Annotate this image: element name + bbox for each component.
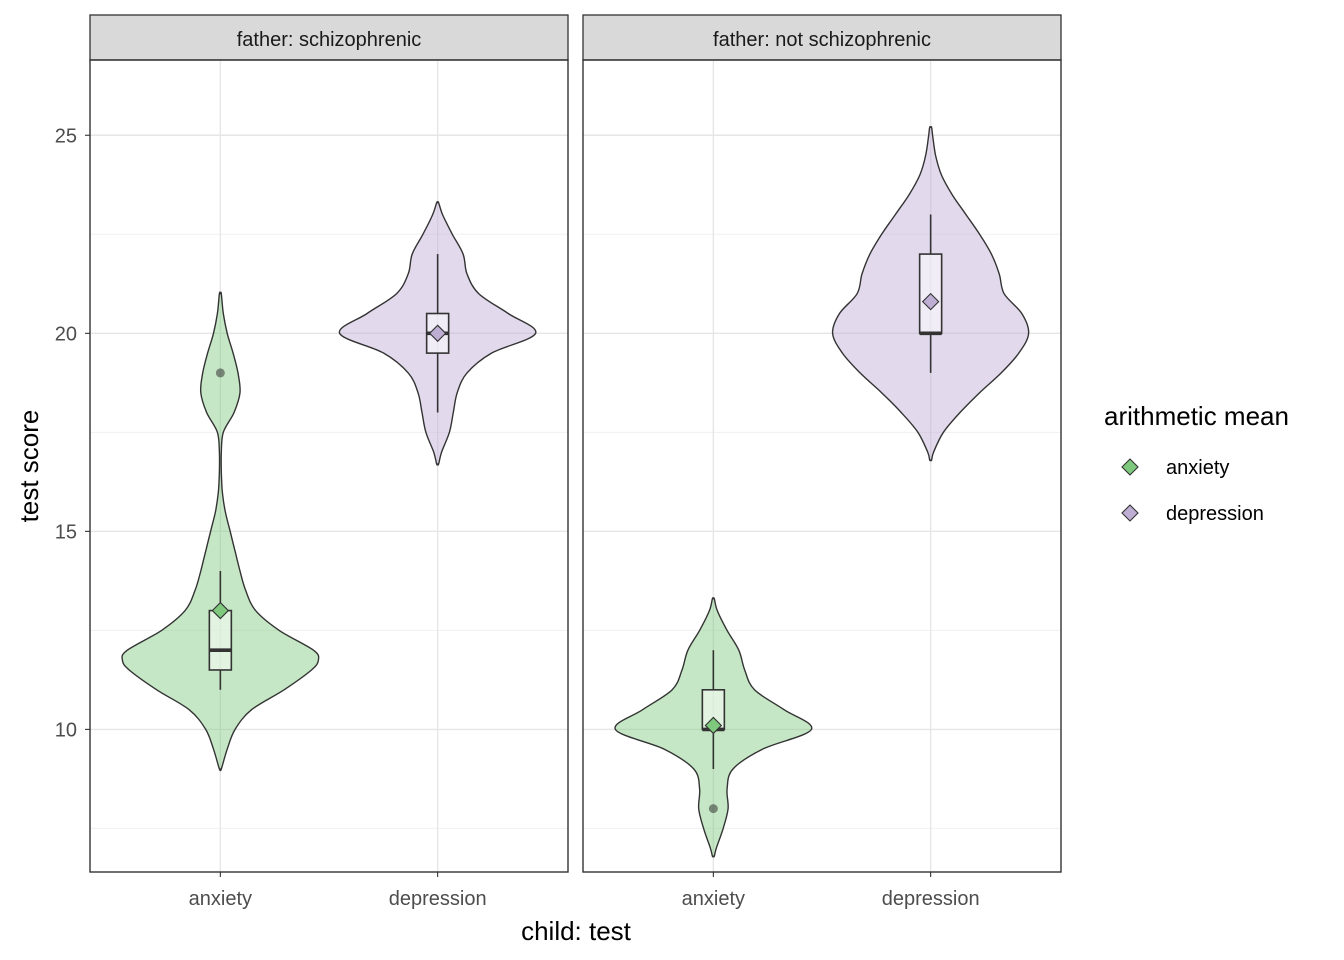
group-depression (831, 126, 1030, 462)
panel-background (90, 60, 568, 872)
x-tick-label: anxiety (189, 888, 252, 910)
violin (121, 291, 320, 772)
panel-border (89, 59, 569, 873)
group-depression (338, 201, 537, 466)
mean-marker (704, 716, 723, 735)
y-axis-title: test score (14, 410, 44, 523)
x-tick-label: anxiety (682, 888, 745, 910)
outlier-point (708, 804, 718, 814)
legend: arithmetic mean anxiety depression (1104, 401, 1289, 525)
y-tick-label: 15 (55, 521, 77, 543)
x-tick-label: depression (389, 888, 487, 910)
legend-key-anxiety (1121, 458, 1139, 476)
x-axis-title: child: test (521, 916, 632, 946)
panel-border (582, 59, 1062, 873)
outlier-point (215, 368, 225, 378)
facet-strip-label: father: schizophrenic (237, 29, 422, 51)
facet-panel: father: schizophrenic anxiety depression (89, 14, 569, 910)
facet-strip (89, 14, 569, 61)
y-tick-label: 20 (55, 323, 77, 345)
y-axis: 10 15 20 25 (55, 125, 90, 741)
facet-strip-label: father: not schizophrenic (713, 29, 931, 51)
legend-key-depression (1121, 504, 1139, 522)
legend-label-anxiety: anxiety (1166, 457, 1229, 479)
mean-marker (921, 292, 940, 311)
legend-title: arithmetic mean (1104, 401, 1289, 431)
panel-background (583, 60, 1061, 872)
mean-marker (428, 324, 447, 343)
mean-marker (211, 601, 230, 620)
box-iqr (208, 609, 233, 671)
legend-label-depression: depression (1166, 503, 1264, 525)
y-tick-label: 10 (55, 719, 77, 741)
y-tick-label: 25 (55, 125, 77, 147)
group-anxiety (614, 597, 813, 858)
facet-panel: father: not schizophrenic anxiety depressi… (582, 14, 1062, 910)
x-tick-label: depression (882, 888, 980, 910)
facet-strip (582, 14, 1062, 61)
group-anxiety (121, 291, 320, 772)
